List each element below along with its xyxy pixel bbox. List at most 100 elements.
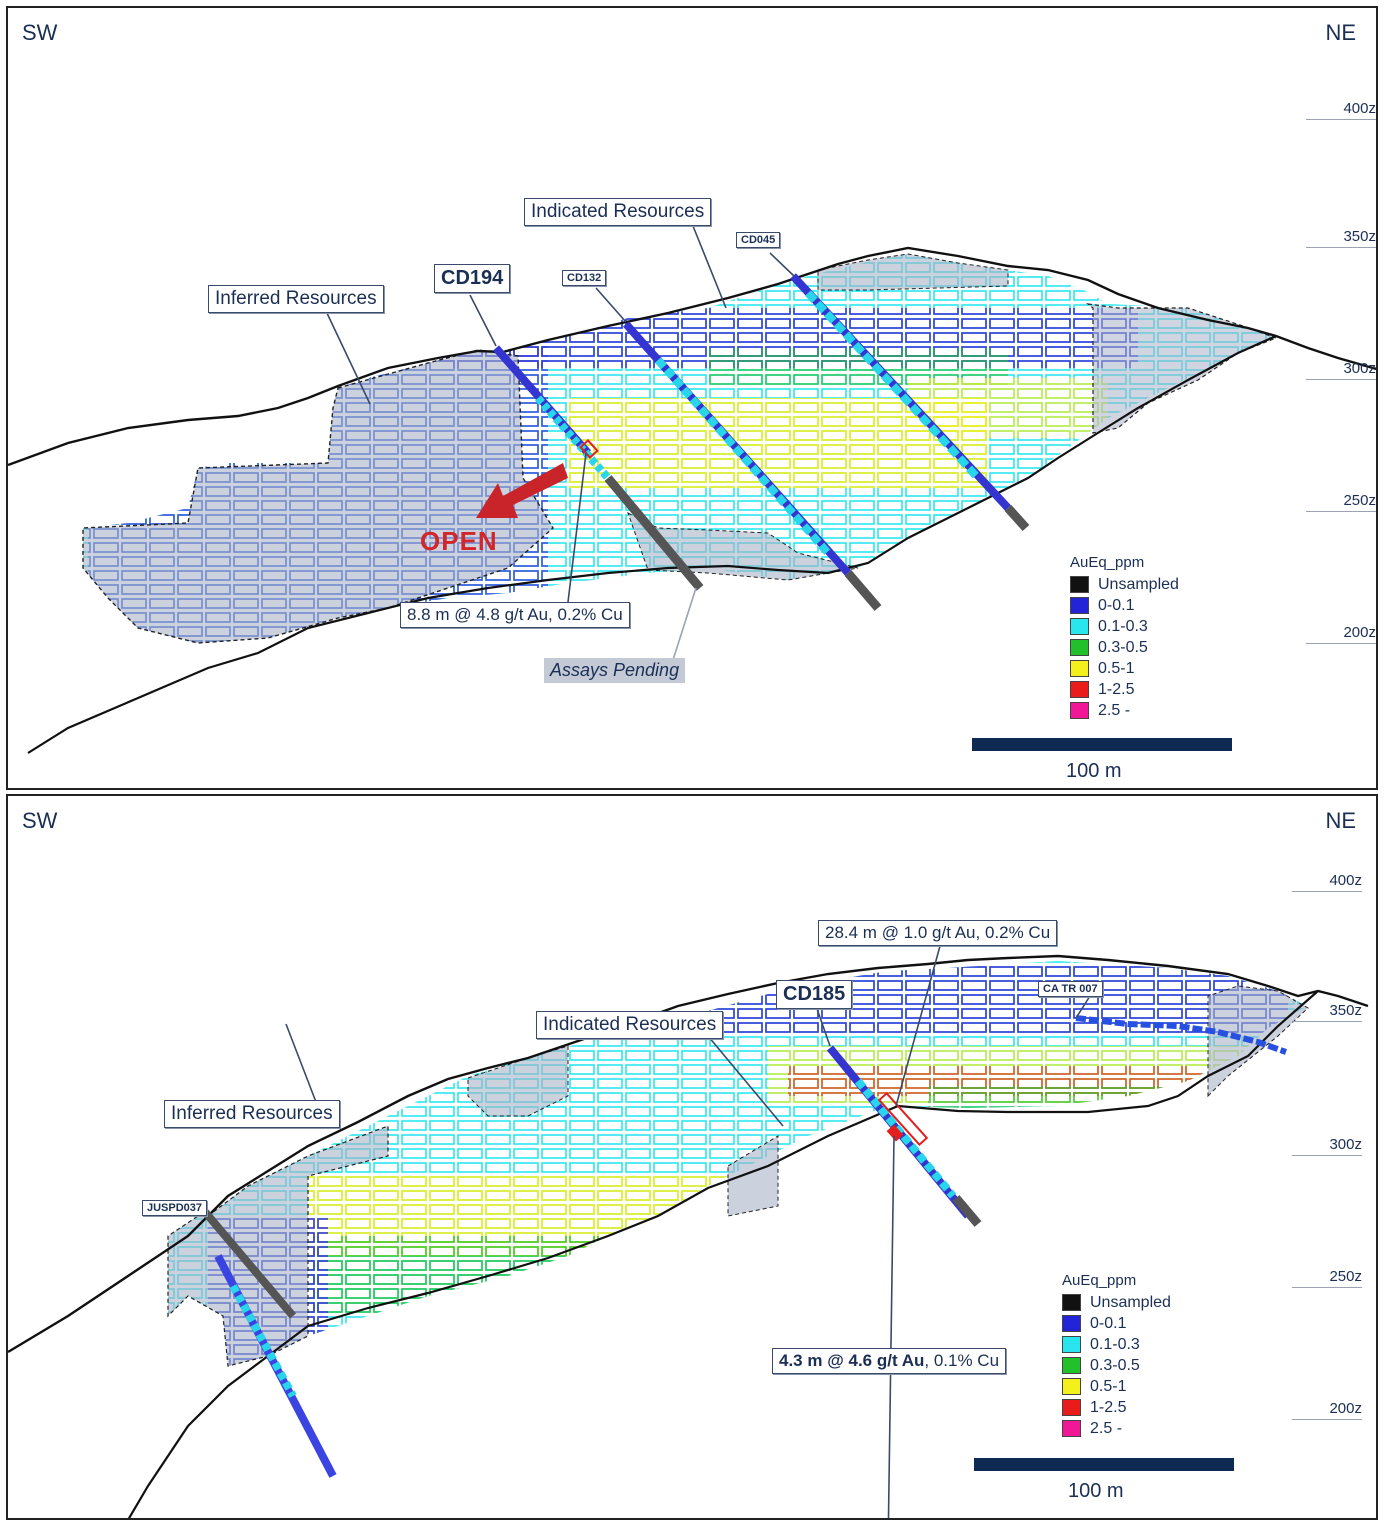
intercept-marker-cd185-short <box>886 1124 904 1142</box>
elevation-label: 400z <box>1306 100 1376 120</box>
drillhole-juspd037-mineralized <box>229 1284 297 1398</box>
inferred-zone-top-crest <box>817 253 1009 291</box>
drillhole-cd045-unsampled <box>1004 504 1030 532</box>
drillhole-label-cd045: CD045 <box>736 232 781 248</box>
legend-swatch <box>1070 702 1089 719</box>
legend-item: 1-2.5 <box>1070 679 1179 700</box>
direction-sw: SW <box>22 20 58 45</box>
intercept-label-cd185-short: 4.3 m @ 4.6 g/t Au, 0.1% Cu <box>772 1348 1007 1374</box>
drillhole-label-ca-tr-007: CA TR 007 <box>1038 981 1103 997</box>
open-label: OPEN <box>420 526 498 556</box>
inferred-resources-label: Inferred Resources <box>164 1100 340 1128</box>
leader-intercept-top <box>567 452 587 603</box>
scale-bar <box>974 1458 1234 1471</box>
inferred-zone-top-east <box>1085 303 1278 434</box>
legend-item: Unsampled <box>1070 574 1179 595</box>
leader-pending <box>672 587 697 661</box>
intercept-marker-cd194 <box>579 439 599 459</box>
bottom-section-drawing <box>8 945 1369 1518</box>
leader-cd045 <box>769 252 795 277</box>
drillhole-cd132-mineralized <box>654 357 832 556</box>
channel-sample-trench <box>1075 1015 1288 1055</box>
drillhole-cd132-unsampled <box>844 570 882 611</box>
topography-line-bottom <box>8 954 1369 1354</box>
legend-swatch <box>1062 1420 1081 1437</box>
leader-ca-tr-007 <box>1075 995 1091 1019</box>
drillhole-cd194-unsampled <box>604 475 704 591</box>
legend-item: 0-0.1 <box>1062 1313 1171 1334</box>
intercept-marker-cd185-long <box>877 1091 929 1147</box>
leader-intercept-a <box>895 945 941 1107</box>
drillhole-label-cd132: CD132 <box>562 270 607 286</box>
scale-bar <box>972 738 1232 751</box>
scale-bar-label: 100 m <box>1068 1480 1124 1502</box>
legend-item: Unsampled <box>1062 1292 1171 1313</box>
inferred-zone-bottom-toe <box>727 1135 779 1217</box>
legend-swatch <box>1070 660 1089 677</box>
elevation-label: 300z <box>1306 360 1376 380</box>
elevation-label: 350z <box>1306 228 1376 248</box>
legend-item: 0-0.1 <box>1070 595 1179 616</box>
scale-bar-label: 100 m <box>1066 760 1122 782</box>
legend-item: 0.3-0.5 <box>1062 1355 1171 1376</box>
intercept-rest-part: , 0.1% Cu <box>924 1351 1000 1370</box>
intercept-label-cd194: 8.8 m @ 4.8 g/t Au, 0.2% Cu <box>400 602 630 628</box>
legend-item: 0.1-0.3 <box>1070 616 1179 637</box>
legend-swatch <box>1062 1336 1081 1353</box>
legend-swatch <box>1062 1378 1081 1395</box>
legend-bottom: AuEq_ppm Unsampled 0-0.1 0.1-0.3 0.3-0.5… <box>1062 1272 1171 1439</box>
leader-cd185 <box>815 1005 831 1047</box>
legend-swatch <box>1070 681 1089 698</box>
intercept-bold-part: 4.3 m @ 4.6 g/t Au <box>779 1351 925 1370</box>
leader-intercept-b <box>887 1135 895 1518</box>
legend-swatch <box>1062 1315 1081 1332</box>
base-contour-top <box>27 334 1277 754</box>
leader-indicated-bottom <box>707 1035 784 1127</box>
drillhole-label-cd194: CD194 <box>434 264 511 293</box>
drillhole-cd185-unsampled <box>952 1195 982 1227</box>
direction-sw: SW <box>22 808 58 833</box>
legend-swatch <box>1062 1294 1081 1311</box>
open-arrow <box>476 463 568 518</box>
legend-top: AuEq_ppm Unsampled 0-0.1 0.1-0.3 0.3-0.5… <box>1070 554 1179 721</box>
elevation-label: 250z <box>1306 492 1376 512</box>
legend-item: 0.5-1 <box>1062 1376 1171 1397</box>
direction-ne: NE <box>1325 20 1356 45</box>
legend-swatch <box>1062 1399 1081 1416</box>
leader-cd194 <box>469 294 497 347</box>
legend-swatch <box>1070 618 1089 635</box>
leader-inferred-top <box>325 310 371 405</box>
drillhole-cd185-mineralized <box>854 1078 957 1199</box>
inferred-resources-label: Inferred Resources <box>208 285 384 313</box>
bottom-section-panel: SW NE 400z 350z 300z 250z 200z Inferred … <box>6 794 1378 1520</box>
indicated-resources-label: Indicated Resources <box>524 198 712 226</box>
legend-swatch <box>1070 597 1089 614</box>
legend-item: 0.3-0.5 <box>1070 637 1179 658</box>
legend-title: AuEq_ppm <box>1062 1272 1137 1289</box>
elevation-label: 400z <box>1292 872 1362 892</box>
drillhole-label-juspd037: JUSPD037 <box>142 1200 208 1216</box>
legend-item: 0.1-0.3 <box>1062 1334 1171 1355</box>
legend-item: 1-2.5 <box>1062 1397 1171 1418</box>
elevation-label: 350z <box>1292 1002 1362 1022</box>
topography-line-top <box>8 246 1376 467</box>
elevation-label: 200z <box>1292 1400 1362 1420</box>
block-model-bottom <box>168 961 1308 1366</box>
legend-item: 2.5 - <box>1062 1418 1171 1439</box>
legend-swatch <box>1070 639 1089 656</box>
legend-swatch <box>1062 1357 1081 1374</box>
leader-cd132 <box>595 287 627 323</box>
assays-pending-label: Assays Pending <box>544 658 686 683</box>
drillhole-label-cd185: CD185 <box>776 980 853 1009</box>
intercept-label-cd185-long: 28.4 m @ 1.0 g/t Au, 0.2% Cu <box>818 920 1058 946</box>
legend-item: 2.5 - <box>1070 700 1179 721</box>
legend-item: 0.5-1 <box>1070 658 1179 679</box>
indicated-resources-label: Indicated Resources <box>536 1011 724 1039</box>
legend-title: AuEq_ppm <box>1070 554 1145 571</box>
elevation-label: 250z <box>1292 1268 1362 1288</box>
elevation-label: 200z <box>1306 624 1376 644</box>
inferred-zone-top <box>82 349 554 644</box>
inferred-zone-top-toe <box>627 512 859 581</box>
top-section-panel: SW NE 400z 350z 300z 250z 200z Inferred … <box>6 6 1378 790</box>
drillhole-juspd037 <box>196 1203 297 1319</box>
